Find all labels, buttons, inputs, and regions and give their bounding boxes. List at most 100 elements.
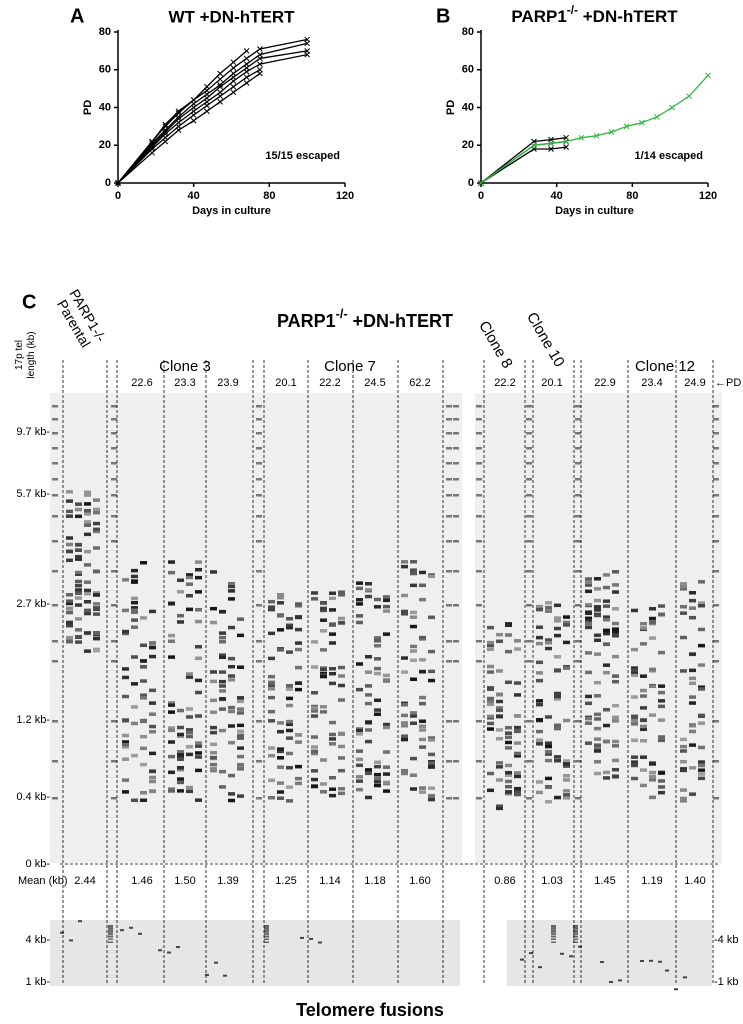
gel-band — [93, 510, 100, 515]
data-point — [638, 119, 645, 126]
gel-band — [93, 507, 100, 512]
gel-band — [329, 720, 336, 725]
gel-band — [66, 593, 73, 597]
gel-band — [186, 672, 193, 676]
gel-band — [149, 730, 156, 734]
fusion-band — [309, 937, 313, 940]
gel-band — [237, 794, 244, 798]
fusion-band — [600, 961, 604, 964]
gel-band — [563, 640, 570, 645]
gel-band — [219, 707, 226, 711]
gel-band — [428, 678, 435, 683]
ladder-band — [713, 432, 719, 435]
gel-band — [277, 601, 284, 605]
ladder-band — [453, 720, 459, 723]
gel-band — [338, 665, 345, 670]
gel-band — [698, 763, 705, 768]
ladder-band — [526, 494, 532, 497]
gel-band — [277, 790, 284, 794]
gel-band — [365, 720, 372, 724]
ladder-band — [575, 494, 581, 497]
gel-band — [419, 728, 426, 732]
mean-value: 1.19 — [641, 875, 662, 887]
panel-label: A — [70, 5, 84, 27]
y-axis-label-line: length (kb) — [26, 331, 37, 378]
gel-band — [594, 608, 601, 612]
gel-band — [401, 656, 408, 660]
pd-value: 62.2 — [409, 377, 430, 389]
gel-band — [186, 785, 193, 790]
gel-band — [93, 636, 100, 641]
gel-band — [320, 648, 327, 652]
ladder-band — [575, 570, 581, 573]
fusion-band — [176, 946, 180, 949]
fusion-band — [618, 979, 622, 982]
gel-band — [594, 633, 601, 637]
x-tick-label: 40 — [551, 190, 563, 202]
gel-band — [585, 701, 592, 706]
gel-band — [75, 542, 82, 547]
gel-band — [149, 775, 156, 780]
gel-band — [219, 610, 226, 614]
ladder-band — [453, 604, 459, 607]
gel-band — [594, 759, 601, 764]
title-text: +DN-hTERT — [578, 7, 678, 26]
gel-band — [401, 737, 408, 742]
gel-band — [277, 749, 284, 754]
fusion-band — [167, 951, 171, 954]
mean-value: 1.18 — [364, 875, 385, 887]
gel-band — [177, 725, 184, 730]
gel-band — [286, 617, 293, 621]
pd-value: 20.1 — [275, 377, 296, 389]
gel-band — [680, 582, 687, 586]
gel-band — [75, 596, 82, 600]
gel-band — [131, 608, 138, 613]
gel-band — [84, 502, 91, 506]
gel-band — [268, 605, 275, 609]
gel-band — [554, 603, 561, 608]
gel-band — [487, 700, 494, 704]
gel-band — [428, 738, 435, 742]
gel-band — [536, 699, 543, 703]
gel-band — [585, 741, 592, 745]
ladder-band — [52, 640, 58, 643]
gel-band — [84, 580, 91, 584]
gel-band — [140, 790, 147, 795]
gel-band — [594, 605, 601, 609]
gel-band — [505, 791, 512, 796]
data-point — [257, 46, 263, 52]
gel-band — [612, 634, 619, 638]
gel-band — [563, 794, 570, 799]
gel-band — [563, 623, 570, 627]
gel-band — [658, 738, 665, 743]
gel-band — [545, 749, 552, 754]
fusion-band — [683, 976, 687, 979]
gel-band — [268, 753, 275, 758]
gel-band — [66, 620, 73, 625]
gel-band — [505, 622, 512, 626]
gel-band — [338, 787, 345, 791]
ladder-band — [476, 494, 482, 497]
gel-band — [219, 640, 226, 644]
ladder-band — [713, 570, 719, 573]
y-tick-label: 0 — [105, 177, 111, 189]
ladder-band — [575, 432, 581, 435]
ladder-band — [713, 660, 719, 663]
gel-band — [563, 718, 570, 723]
gel-band — [268, 695, 275, 700]
data-point — [204, 83, 210, 90]
gel-band — [277, 756, 284, 760]
gel-band — [585, 619, 592, 623]
gel-band — [374, 639, 381, 643]
gel-band — [66, 637, 73, 642]
gel-band — [320, 667, 327, 672]
gel-band — [228, 581, 235, 586]
gel-band — [554, 668, 561, 673]
gel-band — [140, 643, 147, 648]
gel-band — [186, 707, 193, 711]
gel-band — [612, 583, 619, 587]
ladder-band — [573, 938, 578, 940]
ladder-band — [526, 515, 532, 518]
gel-band — [93, 529, 100, 534]
gel-band — [320, 606, 327, 611]
